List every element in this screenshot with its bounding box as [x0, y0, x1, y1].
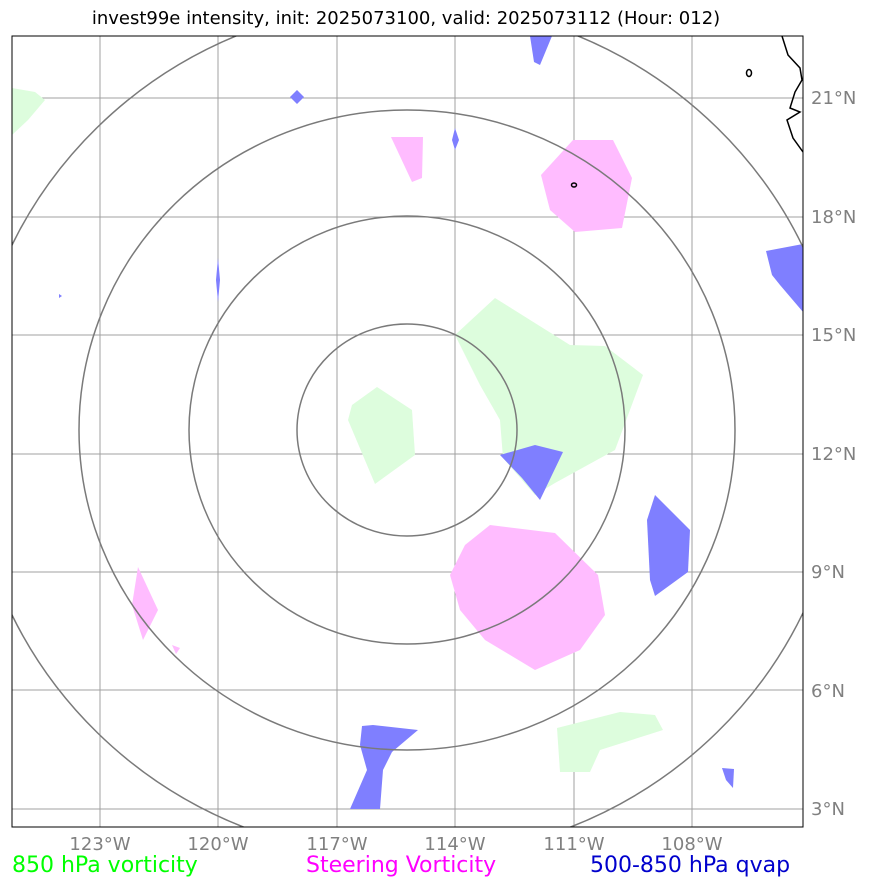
qvap-area	[530, 36, 552, 65]
lat-label: 21°N	[811, 88, 856, 109]
steering-areas	[132, 137, 632, 670]
vort850-area	[12, 88, 45, 135]
steering-area	[450, 525, 605, 670]
map-frame	[11, 35, 804, 828]
qvap-area	[290, 90, 304, 104]
ring-1	[296, 323, 518, 537]
island	[570, 182, 578, 188]
lon-label: 111°W	[543, 834, 604, 855]
lat-label: 18°N	[811, 207, 856, 228]
qvap-area	[647, 495, 690, 596]
distance-rings	[12, 36, 803, 827]
coastline	[570, 36, 803, 188]
coastline-path	[781, 36, 803, 153]
steering-area	[172, 645, 180, 654]
lon-label: 108°W	[661, 834, 722, 855]
vort850-area	[557, 712, 663, 772]
lat-label: 9°N	[811, 562, 845, 583]
qvap-area	[59, 294, 62, 298]
steering-area	[132, 567, 158, 640]
steering-area	[391, 137, 423, 182]
vort850-area	[348, 387, 415, 484]
steering-area	[541, 140, 632, 232]
lon-label: 114°W	[424, 834, 485, 855]
qvap-areas	[59, 36, 803, 809]
qvap-area	[500, 445, 563, 500]
lat-label: 12°N	[811, 444, 856, 465]
chart-title: invest99e intensity, init: 2025073100, v…	[91, 8, 721, 29]
legend-qvap: 500-850 hPa qvap	[590, 853, 791, 878]
vort850-area	[455, 298, 643, 495]
ring-2	[188, 215, 626, 645]
lat-label: 3°N	[811, 799, 845, 820]
lon-label: 120°W	[187, 834, 248, 855]
qvap-area	[350, 725, 418, 809]
qvap-area	[216, 258, 220, 302]
qvap-area	[452, 128, 459, 150]
lat-labels: 21°N 18°N 15°N 12°N 9°N 6°N 3°N	[811, 88, 856, 820]
lon-label: 117°W	[306, 834, 367, 855]
legend-vort850: 850 hPa vorticity	[12, 853, 198, 878]
lon-labels: 123°W 120°W 117°W 114°W 111°W 108°W	[69, 834, 722, 855]
ring-4	[12, 36, 803, 827]
lon-label: 123°W	[69, 834, 130, 855]
island	[745, 68, 753, 78]
qvap-area	[766, 244, 803, 312]
ring-3	[78, 109, 736, 751]
lat-label: 15°N	[811, 325, 856, 346]
qvap-area	[722, 768, 734, 788]
legend-steering: Steering Vorticity	[306, 853, 497, 878]
lat-label: 6°N	[811, 681, 845, 702]
vort850-areas	[12, 88, 663, 772]
